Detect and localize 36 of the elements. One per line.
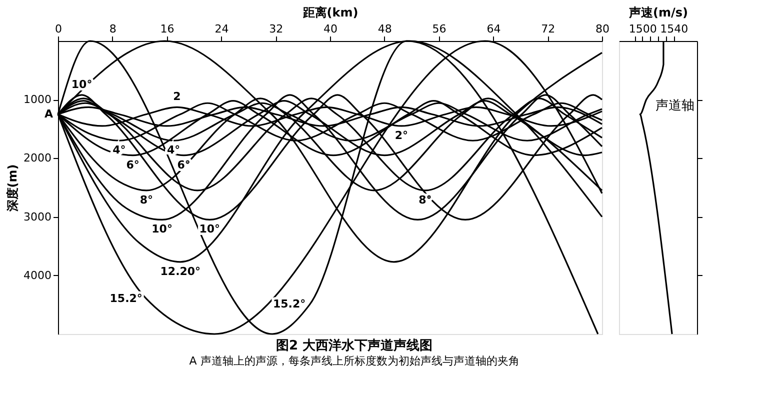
y-tick-label: 3000	[24, 210, 52, 224]
x-tick-label: 72	[541, 22, 556, 36]
x-tick-label: 48	[378, 22, 392, 36]
x-tick-label: 1540	[660, 22, 688, 36]
x-tick-label: 32	[269, 22, 284, 36]
y-tick-label: 1000	[24, 93, 52, 106]
annotation: 8°	[140, 193, 153, 206]
x-tick-label: 1500	[628, 22, 657, 36]
x-tick-label: 24	[214, 22, 229, 36]
annotation: 15.2°	[272, 298, 306, 311]
text: A 声道轴上的声源，每条声线上所标度数为初始声线与声道轴的夹角	[189, 354, 520, 368]
annotation: 6°	[126, 158, 140, 172]
x-tick-label: 16	[160, 22, 174, 36]
annotation: 10°	[152, 222, 172, 236]
x-tick-label: 0	[55, 22, 62, 36]
annotation: 10°	[199, 222, 220, 236]
annotation: 8°	[418, 193, 432, 206]
annotation: 声道轴	[656, 98, 695, 114]
annotation: A	[44, 107, 54, 120]
x-axis-title: 声速(m/s)	[628, 6, 688, 20]
annotation: 2	[173, 90, 181, 104]
x-tick-label: 56	[432, 22, 446, 36]
annotation: 4°	[112, 144, 126, 157]
annotation: 2°	[394, 128, 408, 142]
annotation: 4°	[167, 144, 180, 157]
x-tick-label: 64	[486, 22, 501, 36]
x-tick-label: 40	[324, 22, 338, 36]
x-tick-label: 80	[596, 22, 610, 36]
y-axis-title: 深度(m)	[6, 164, 20, 213]
x-tick-label: 8	[109, 22, 116, 36]
annotation: 15.2°	[110, 292, 142, 305]
x-axis-title: 距离(km)	[302, 6, 358, 20]
y-tick-label: 2000	[24, 152, 52, 165]
annotation: 12.20°	[160, 264, 201, 278]
y-tick-label: 4000	[24, 268, 52, 282]
text: 图2 大西洋水下声道声线图	[276, 338, 433, 354]
